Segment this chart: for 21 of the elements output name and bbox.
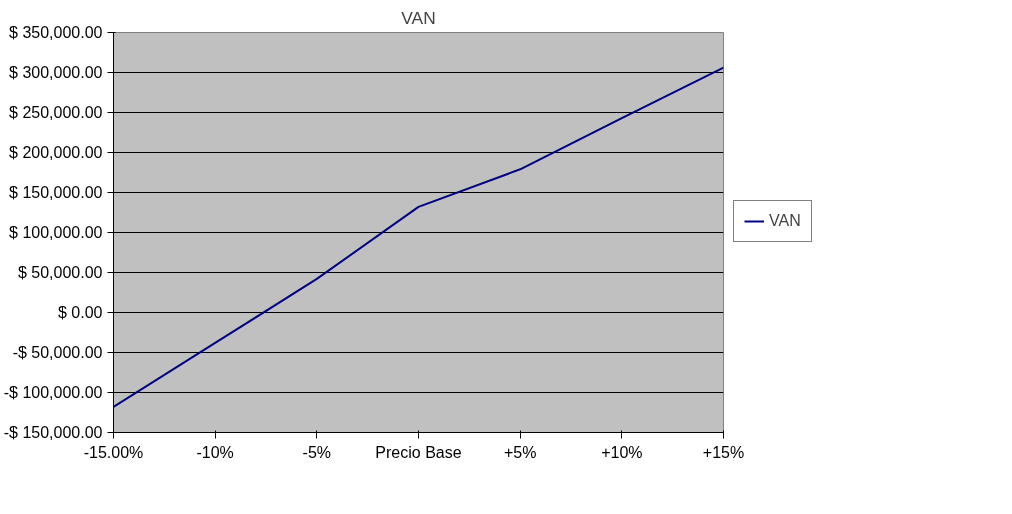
chart-title: VAN: [401, 7, 436, 28]
y-tick-label: -$ 150,000.00: [3, 424, 103, 441]
x-tick-label: -5%: [302, 443, 332, 461]
x-tick-label: +15%: [702, 443, 745, 461]
y-tick-label: $ 0.00: [58, 304, 103, 321]
y-tick-label: $ 300,000.00: [9, 64, 103, 81]
y-tick-label: $ 150,000.00: [9, 184, 103, 201]
legend-label: VAN: [769, 212, 801, 230]
x-tick-label: Precio Base: [375, 443, 462, 461]
x-tick-label: +10%: [601, 443, 643, 461]
y-tick-label: -$ 100,000.00: [3, 384, 103, 401]
x-tick-label: +5%: [503, 443, 537, 461]
x-tick-label: -10%: [196, 443, 234, 461]
y-tick-label: $ 50,000.00: [17, 264, 103, 281]
y-tick-label: -$ 50,000.00: [12, 344, 103, 361]
y-tick-label: $ 250,000.00: [9, 104, 103, 121]
y-tick-label: $ 200,000.00: [9, 144, 103, 161]
line-series: [113, 66, 724, 408]
y-tick-label: $ 350,000.00: [9, 24, 103, 41]
y-tick-label: $ 100,000.00: [9, 224, 103, 241]
x-tick-label: -15.00%: [83, 443, 144, 461]
